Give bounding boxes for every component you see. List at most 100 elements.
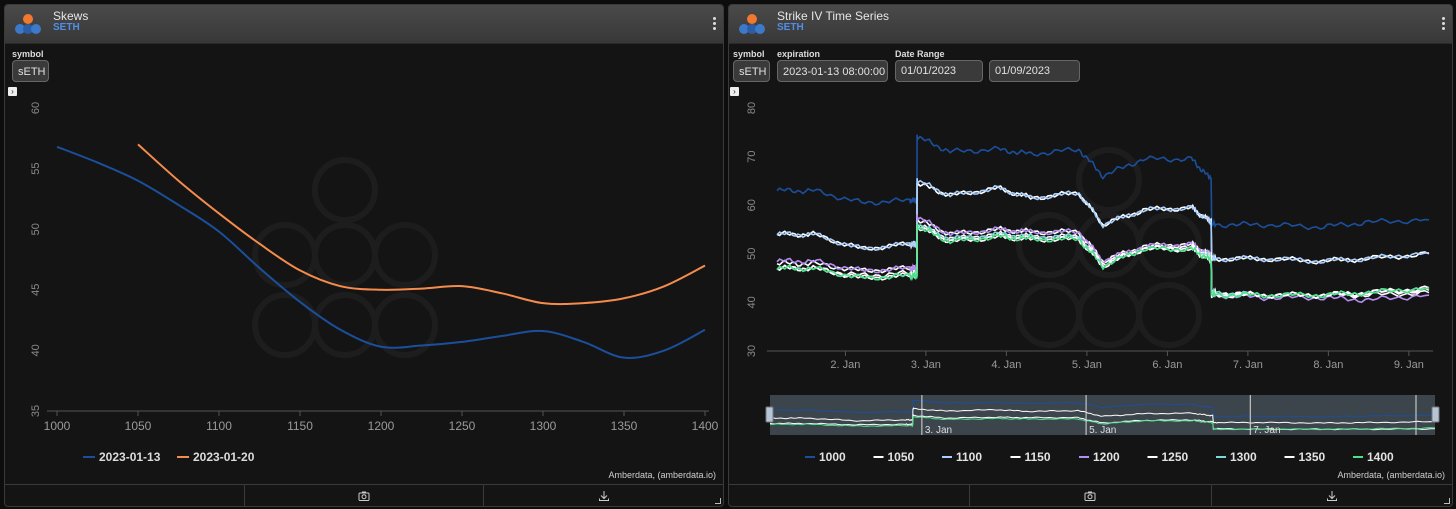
- symbol-label: symbol: [733, 49, 765, 59]
- screenshot-button[interactable]: [245, 485, 485, 506]
- y-tick-label: 35: [30, 405, 42, 417]
- y-tick-label: 60: [30, 102, 42, 114]
- x-tick-label: 1100: [206, 419, 232, 433]
- navigator-series: [769, 398, 1435, 418]
- strike-iv-chart: 30 40 50 60 70 80 2. Jan 3. Jan 4. Jan 5. Jan 6. J…: [746, 102, 1440, 464]
- watermark-ring: [1136, 212, 1202, 278]
- x-tick-label: 3. Jan: [911, 359, 941, 371]
- chevron-right-icon[interactable]: ›: [8, 87, 17, 96]
- date-range-label: Date Range: [895, 49, 945, 59]
- panel-header: Strike IV Time Series SETH: [729, 5, 1452, 44]
- navigator-label: 5. Jan: [1089, 425, 1116, 436]
- y-tick-label: 30: [746, 345, 758, 357]
- x-tick-label: 1150: [287, 419, 313, 433]
- legend-item-1000: 1000: [819, 450, 846, 464]
- watermark-ring: [252, 222, 318, 288]
- y-tick-label: 80: [746, 102, 758, 114]
- resize-handle[interactable]: [1444, 498, 1450, 504]
- legend-item-1300: 1300: [1230, 450, 1257, 464]
- expiration-select[interactable]: 2023-01-13 08:00:00: [777, 60, 888, 82]
- y-tick-label: 50: [30, 223, 42, 235]
- series-line-2023-01-20: [137, 143, 706, 306]
- watermark-logo-icon: [252, 157, 438, 358]
- download-button[interactable]: [1212, 485, 1452, 506]
- download-button[interactable]: [484, 485, 723, 506]
- watermark-ring: [252, 292, 318, 358]
- date-from-input[interactable]: [895, 60, 983, 82]
- footer-spacer: [5, 485, 245, 506]
- watermark-ring: [312, 292, 378, 358]
- legend-item-1350: 1350: [1299, 450, 1326, 464]
- panel-footer: [5, 484, 723, 506]
- legend-item-1200: 1200: [1093, 450, 1120, 464]
- x-tick-label: 1200: [368, 419, 395, 433]
- skews-panel: Skews SETH symbol sETH › 35 40 45 50 55 60 100…: [4, 4, 724, 507]
- watermark-ring: [1136, 282, 1202, 348]
- watermark-ring: [372, 292, 438, 358]
- skews-chart: 35 40 45 50 55 60 1000 1050 1100 1150 1200 1250 1300…: [30, 102, 719, 464]
- download-icon: [1326, 490, 1337, 501]
- date-to-input[interactable]: [989, 60, 1080, 82]
- watermark-ring: [1076, 212, 1142, 278]
- x-tick-label: 1400: [692, 419, 719, 433]
- watermark-ring: [312, 222, 378, 288]
- camera-icon: [358, 491, 370, 501]
- panel-header: Skews SETH: [5, 5, 723, 44]
- chevron-right-icon[interactable]: ›: [730, 87, 739, 96]
- kebab-menu-icon[interactable]: [711, 17, 717, 33]
- screenshot-button[interactable]: [970, 485, 1212, 506]
- x-tick-label: 1350: [611, 419, 638, 433]
- legend-item-1250: 1250: [1162, 450, 1189, 464]
- watermark-ring: [1076, 147, 1142, 213]
- series-line-1100: [776, 178, 1430, 265]
- expiration-label: expiration: [777, 49, 821, 59]
- symbol-select[interactable]: sETH: [733, 60, 770, 82]
- y-tick-label: 60: [746, 199, 758, 211]
- x-tick-label: 1300: [530, 419, 557, 433]
- panel-title: Skews: [53, 9, 89, 23]
- footer-spacer: [729, 485, 971, 506]
- panel-subtitle: SETH: [777, 22, 804, 33]
- x-tick-label: 1250: [449, 419, 476, 433]
- amberdata-logo-icon: [15, 14, 41, 34]
- panel-footer: [729, 484, 1452, 506]
- watermark-ring: [372, 222, 438, 288]
- legend-item-1100: 1100: [956, 450, 982, 464]
- panel-subtitle: SETH: [53, 22, 80, 33]
- download-icon: [598, 490, 609, 501]
- x-tick-label: 9. Jan: [1394, 359, 1424, 371]
- watermark-ring: [312, 157, 378, 223]
- watermark-ring: [1016, 212, 1082, 278]
- camera-icon: [1084, 491, 1096, 501]
- series-line-1000: [776, 134, 1430, 231]
- watermark-logo-icon: [1016, 147, 1202, 348]
- series-line-2023-01-13: [56, 145, 706, 359]
- series-line-1200: [776, 214, 1430, 304]
- kebab-menu-icon[interactable]: [1440, 17, 1446, 33]
- watermark-ring: [1016, 282, 1082, 348]
- navigator-series: [769, 415, 1436, 431]
- y-tick-label: 55: [30, 162, 42, 174]
- chart-credit: Amberdata, (amberdata.io): [1337, 470, 1445, 480]
- x-tick-label: 7. Jan: [1233, 359, 1263, 371]
- x-tick-label: 5. Jan: [1072, 359, 1102, 371]
- x-tick-label: 6. Jan: [1152, 359, 1182, 371]
- y-tick-label: 40: [746, 296, 758, 308]
- navigator-right-handle: [1431, 406, 1440, 423]
- x-tick-label: 1050: [125, 419, 152, 433]
- x-tick-label: 8. Jan: [1313, 359, 1343, 371]
- navigator-label: 3. Jan: [925, 425, 952, 436]
- navigator-series: [769, 406, 1436, 424]
- resize-handle[interactable]: [715, 498, 721, 504]
- chart-credit: Amberdata, (amberdata.io): [608, 470, 716, 480]
- strike-iv-panel: Strike IV Time Series SETH symbol sETH e…: [728, 4, 1453, 507]
- symbol-select[interactable]: sETH: [12, 60, 49, 82]
- navigator-left-handle: [765, 406, 774, 423]
- watermark-ring: [1076, 282, 1142, 348]
- x-tick-label: 1000: [44, 419, 71, 433]
- y-tick-label: 70: [746, 150, 758, 162]
- symbol-label: symbol: [12, 49, 44, 59]
- legend-item-2023-01-13: 2023-01-13: [99, 450, 161, 464]
- navigator-mask: [770, 395, 1435, 435]
- legend-item-2023-01-20: 2023-01-20: [193, 450, 255, 464]
